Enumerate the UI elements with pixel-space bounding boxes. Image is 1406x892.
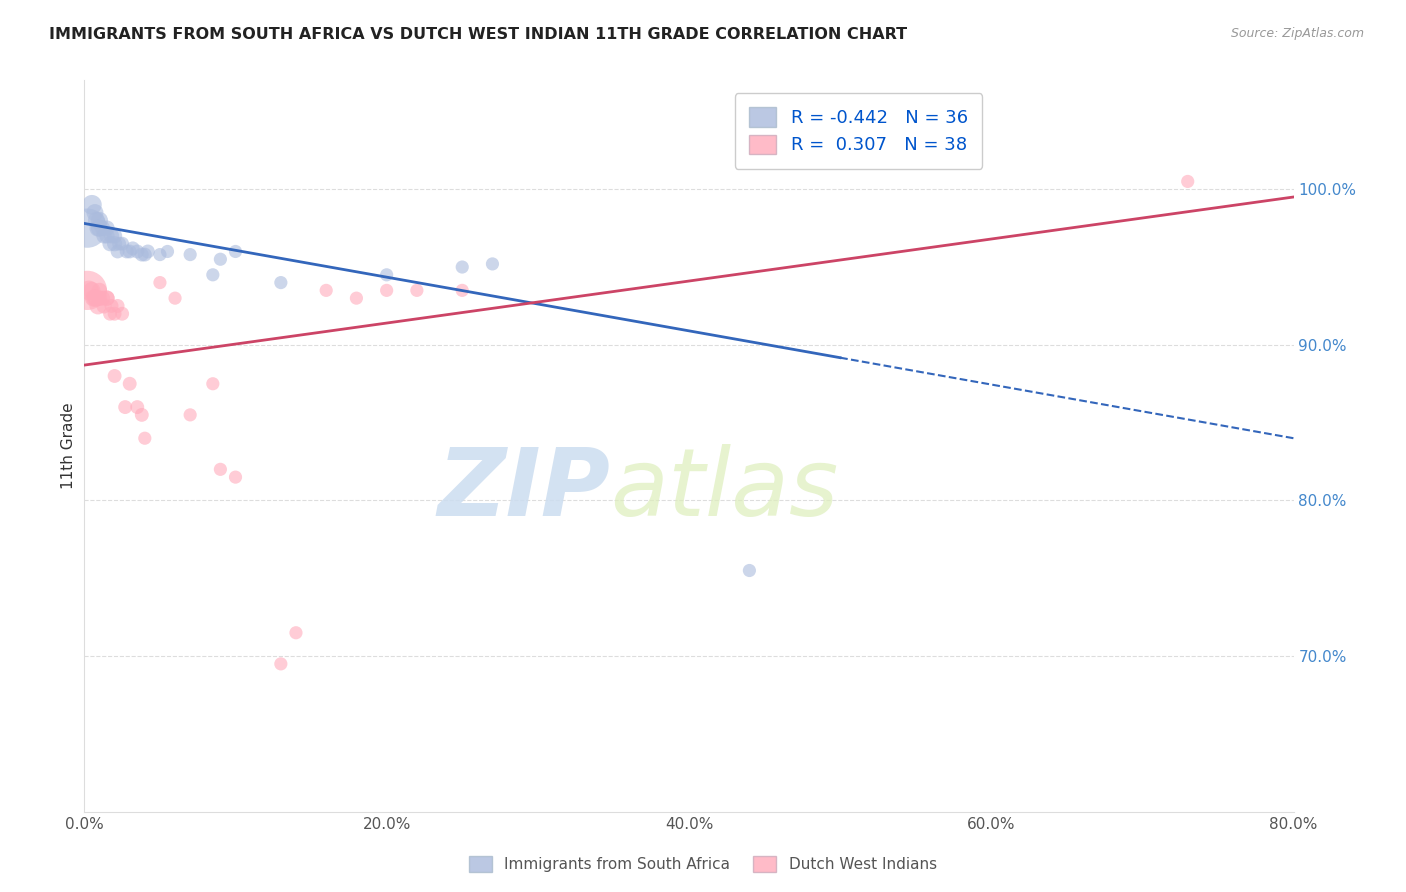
Point xyxy=(76,284,98,298)
Point xyxy=(201,268,224,282)
Point xyxy=(201,376,224,391)
Point xyxy=(285,625,308,640)
Point xyxy=(134,431,156,445)
Point xyxy=(98,307,121,321)
Text: ZIP: ZIP xyxy=(437,444,610,536)
Text: atlas: atlas xyxy=(610,444,838,535)
Point xyxy=(82,291,104,305)
Point xyxy=(179,247,201,261)
Point xyxy=(209,252,232,267)
Point xyxy=(115,244,138,259)
Point xyxy=(156,244,179,259)
Point xyxy=(91,221,114,235)
Point xyxy=(107,299,129,313)
Point xyxy=(96,228,118,243)
Point xyxy=(149,276,172,290)
Point xyxy=(104,236,127,251)
Point xyxy=(91,291,114,305)
Point xyxy=(481,257,503,271)
Point xyxy=(225,244,247,259)
Point xyxy=(104,228,127,243)
Point xyxy=(118,244,141,259)
Point xyxy=(89,284,111,298)
Point xyxy=(89,221,111,235)
Point xyxy=(179,408,201,422)
Point xyxy=(149,247,172,261)
Text: Source: ZipAtlas.com: Source: ZipAtlas.com xyxy=(1230,27,1364,40)
Point xyxy=(134,247,156,261)
Point xyxy=(89,213,111,227)
Point xyxy=(80,198,103,212)
Point xyxy=(738,564,761,578)
Point xyxy=(131,408,153,422)
Point xyxy=(84,291,107,305)
Point xyxy=(127,244,149,259)
Point xyxy=(104,307,127,321)
Point xyxy=(209,462,232,476)
Point xyxy=(87,221,110,235)
Point xyxy=(84,205,107,219)
Point xyxy=(111,307,134,321)
Point xyxy=(93,228,115,243)
Point xyxy=(375,268,398,282)
Point xyxy=(107,244,129,259)
Point xyxy=(131,247,153,261)
Point xyxy=(89,291,111,305)
Point xyxy=(165,291,187,305)
Point xyxy=(100,228,122,243)
Point xyxy=(315,284,337,298)
Point xyxy=(86,213,108,227)
Point xyxy=(225,470,247,484)
Point xyxy=(96,291,118,305)
Point xyxy=(100,299,122,313)
Point xyxy=(114,400,136,414)
Point xyxy=(451,284,474,298)
Point xyxy=(127,400,149,414)
Point xyxy=(406,284,429,298)
Point xyxy=(86,291,108,305)
Point xyxy=(270,657,292,671)
Point xyxy=(346,291,368,305)
Point xyxy=(77,284,100,298)
Point xyxy=(87,299,110,313)
Point xyxy=(76,221,98,235)
Point xyxy=(1177,174,1199,188)
Point xyxy=(136,244,159,259)
Point xyxy=(451,260,474,274)
Point xyxy=(96,291,118,305)
Point xyxy=(98,236,121,251)
Point xyxy=(118,376,141,391)
Y-axis label: 11th Grade: 11th Grade xyxy=(60,402,76,490)
Point xyxy=(93,299,115,313)
Point xyxy=(375,284,398,298)
Point xyxy=(270,276,292,290)
Point xyxy=(80,284,103,298)
Legend: R = -0.442   N = 36, R =  0.307   N = 38: R = -0.442 N = 36, R = 0.307 N = 38 xyxy=(735,93,983,169)
Point xyxy=(108,236,131,251)
Point xyxy=(111,236,134,251)
Text: IMMIGRANTS FROM SOUTH AFRICA VS DUTCH WEST INDIAN 11TH GRADE CORRELATION CHART: IMMIGRANTS FROM SOUTH AFRICA VS DUTCH WE… xyxy=(49,27,907,42)
Point xyxy=(121,241,143,255)
Point xyxy=(96,221,118,235)
Point xyxy=(104,368,127,383)
Legend: Immigrants from South Africa, Dutch West Indians: Immigrants from South Africa, Dutch West… xyxy=(461,848,945,880)
